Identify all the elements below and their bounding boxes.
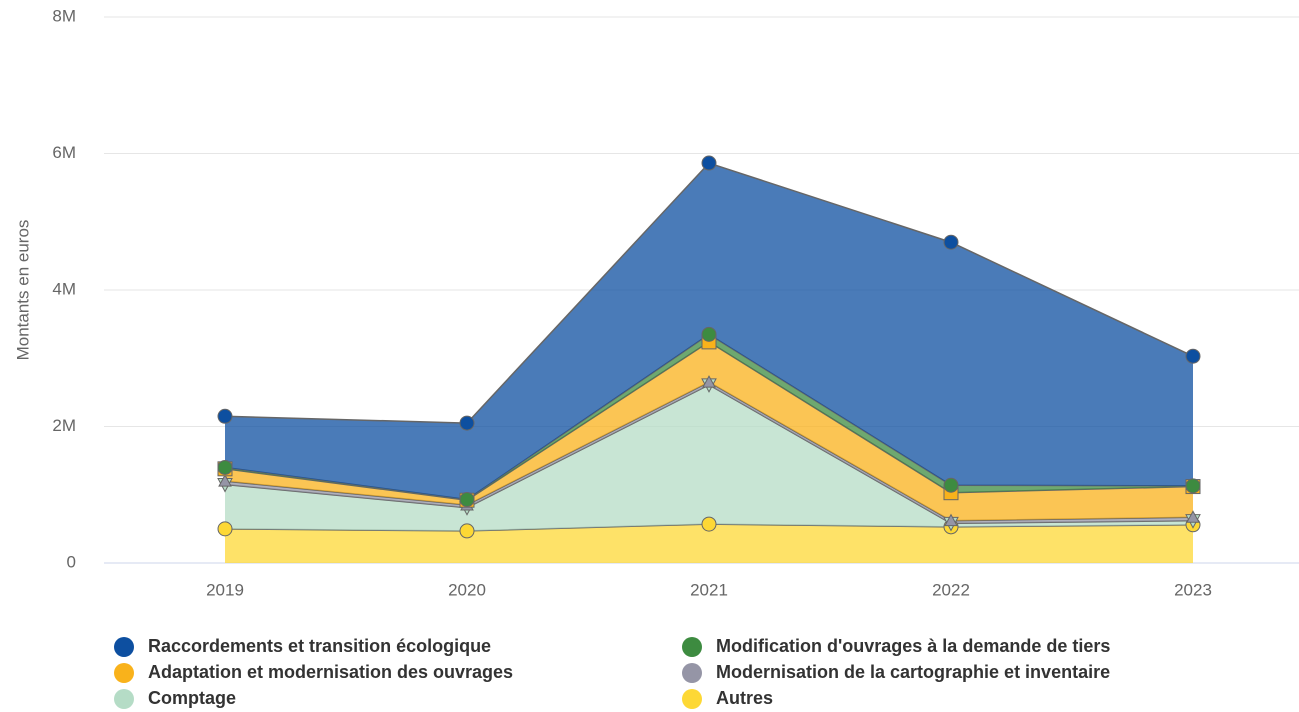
x-tick-label: 2022 [932, 580, 970, 599]
y-tick-label: 6M [52, 143, 76, 162]
marker [943, 477, 959, 493]
legend-label: Raccordements et transition écologique [148, 636, 491, 656]
legend-swatch [682, 663, 702, 683]
x-tick-label: 2019 [206, 580, 244, 599]
y-tick-label: 2M [52, 416, 76, 435]
marker [701, 516, 717, 532]
marker [1185, 478, 1201, 494]
x-tick-label: 2023 [1174, 580, 1212, 599]
legend-label: Comptage [148, 688, 236, 708]
legend-label: Autres [716, 688, 773, 708]
legend-swatch [114, 663, 134, 683]
marker [1186, 510, 1200, 523]
x-tick-label: 2020 [448, 580, 486, 599]
marker [217, 408, 233, 424]
legend-swatch [682, 637, 702, 657]
marker [217, 521, 233, 537]
marker [217, 459, 233, 475]
marker [702, 375, 716, 388]
y-tick-label: 0 [67, 552, 76, 571]
x-tick-label: 2021 [690, 580, 728, 599]
y-axis-label: Montants en euros [13, 220, 32, 361]
marker [944, 513, 958, 527]
marker [459, 492, 475, 508]
legend-swatch [114, 637, 134, 657]
area [225, 384, 1193, 531]
legend-swatch [682, 689, 702, 709]
legend-swatch [114, 689, 134, 709]
legend-label: Modernisation de la cartographie et inve… [716, 662, 1110, 682]
y-tick-label: 4M [52, 279, 76, 298]
marker [943, 234, 959, 250]
marker [459, 523, 475, 539]
marker [701, 155, 717, 171]
legend-label: Adaptation et modernisation des ouvrages [148, 662, 513, 682]
y-tick-label: 8M [52, 6, 76, 25]
marker [701, 326, 717, 342]
marker [459, 415, 475, 431]
legend-label: Modification d'ouvrages à la demande de … [716, 636, 1110, 656]
marker [1185, 348, 1201, 364]
marker [218, 474, 232, 487]
